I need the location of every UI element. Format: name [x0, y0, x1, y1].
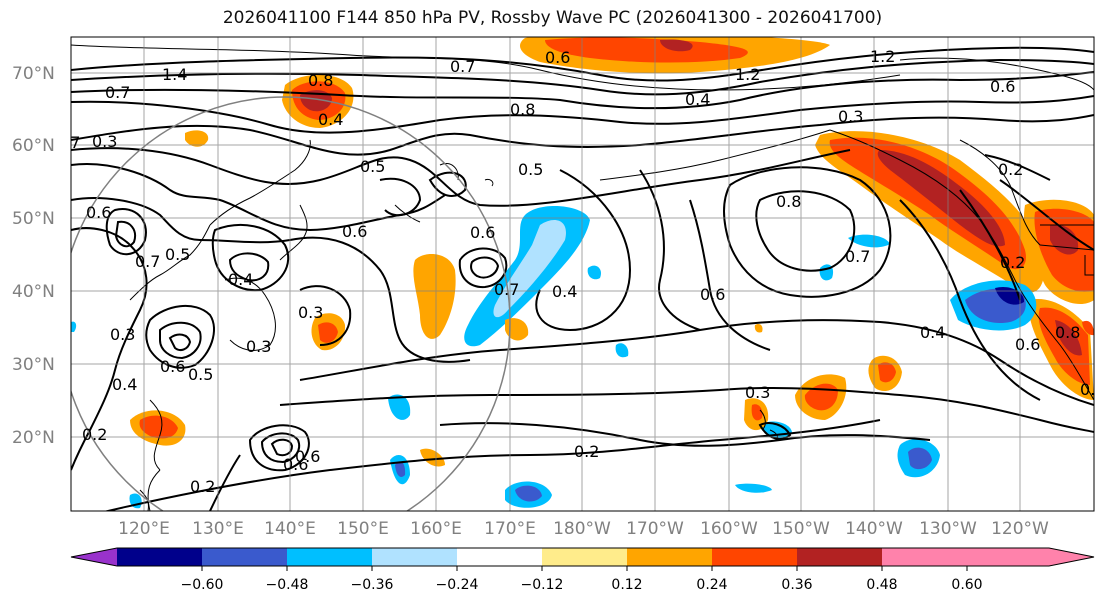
graticule: [71, 37, 1094, 511]
contour-label: 0.4: [112, 375, 137, 394]
lon-label: 130°E: [192, 519, 244, 539]
contour-label: 0.7: [450, 57, 475, 76]
contour-label: 0.7: [55, 133, 80, 152]
contour-label: 1.2: [870, 47, 895, 66]
contour-label: 0.2: [82, 425, 107, 444]
contour-label: 0.6: [990, 77, 1015, 96]
pv-contours: [71, 46, 1094, 511]
lon-label: 160°E: [410, 519, 462, 539]
lat-label: 70°N: [12, 64, 55, 84]
lat-label: 20°N: [12, 428, 55, 448]
colorbar-tick-label: −0.48: [266, 577, 309, 593]
contour-label: 0.4: [552, 282, 577, 301]
contour-label: 1.4: [162, 65, 187, 84]
colorbar-swatch: [797, 548, 882, 566]
colorbar-tick-label: −0.24: [436, 577, 479, 593]
colorbar-swatch: [117, 548, 202, 566]
contour-label: 0.8: [776, 192, 801, 211]
contour-label: 0.6: [342, 222, 367, 241]
lat-label: 30°N: [12, 355, 55, 375]
contour-label: 0.7: [494, 280, 519, 299]
lon-label: 140°E: [264, 519, 316, 539]
lon-label: 180°W: [553, 519, 611, 539]
lon-label: 120°W: [991, 519, 1049, 539]
contour-label: 0.7: [135, 252, 160, 271]
colorbar-tick-label: 0.60: [951, 577, 982, 593]
contour-label: 0.2: [574, 442, 599, 461]
contour-label: 0.3: [92, 132, 117, 151]
contour-label: 0.7: [845, 247, 870, 266]
colorbar-tick-label: 0.24: [696, 577, 727, 593]
contour-label-group: 0.6 1.2 1.2 1.4 0.7 0.7 0.8 0.6 0.3 0.4 …: [55, 47, 1105, 496]
colorbar-swatch: [712, 548, 797, 566]
colorbar-swatch: [627, 548, 712, 566]
contour-label: 0.4: [920, 323, 945, 342]
contour-label: 0.5: [360, 157, 385, 176]
contour-label: 0.4: [228, 270, 253, 289]
contour-label: 0.2: [1000, 253, 1025, 272]
contour-label: 0.3: [838, 107, 863, 126]
contour-label: 0.6: [545, 48, 570, 67]
lon-label: 170°E: [484, 519, 536, 539]
colorbar-tick-label: 0.36: [781, 577, 812, 593]
lon-label: 170°W: [626, 519, 684, 539]
lon-label: 150°W: [772, 519, 830, 539]
map-border: [70, 36, 1095, 512]
contour-label: 0.6: [1015, 335, 1040, 354]
colorbar-swatch: [882, 548, 967, 566]
lon-label: 140°W: [845, 519, 903, 539]
contour-label: 0.3: [110, 325, 135, 344]
lat-label: 50°N: [12, 209, 55, 229]
colorbar-tick-label: −0.60: [181, 577, 224, 593]
contour-label: 0.8: [308, 71, 333, 90]
lat-label: 40°N: [12, 282, 55, 302]
lon-labels: 120°E 130°E 140°E 150°E 160°E 170°E 180°…: [118, 519, 1049, 539]
colorbar-outline: [70, 547, 1095, 567]
map-title: 2026041100 F144 850 hPa PV, Rossby Wave …: [222, 8, 883, 28]
contour-label: 0.5: [165, 245, 190, 264]
contour-label: 0.6: [160, 357, 185, 376]
colorbar: −0.60 −0.48 −0.36 −0.24 −0.12 0.12 0.24 …: [70, 547, 1095, 593]
colorbar-swatch: [287, 548, 372, 566]
colorbar-tick-label: 0.48: [866, 577, 897, 593]
contour-label: 0.6: [86, 203, 111, 222]
contour-label: 0.6: [283, 455, 308, 474]
contour-label: 0.3: [298, 303, 323, 322]
lon-label: 160°W: [700, 519, 758, 539]
contour-label: 0.6: [470, 223, 495, 242]
colorbar-swatch: [71, 548, 117, 566]
colorbar-swatch: [372, 548, 457, 566]
colorbar-tick-label: −0.12: [521, 577, 564, 593]
contour-label: 0.6: [700, 285, 725, 304]
lat-label: 60°N: [12, 136, 55, 156]
colorbar-swatch: [967, 548, 1094, 566]
contour-label: 0.7: [105, 83, 130, 102]
contour-label: 0.3: [246, 337, 271, 356]
coastlines: [71, 44, 1094, 511]
contour-label: 0.6: [295, 447, 320, 466]
lon-label: 120°E: [118, 519, 170, 539]
colorbar-tick-label: −0.36: [351, 577, 394, 593]
reference-circle: [71, 96, 511, 511]
colorbar-swatch: [202, 548, 287, 566]
contour-label: 0.8: [510, 100, 535, 119]
contour-label: 0.5: [518, 160, 543, 179]
lon-label: 150°E: [337, 519, 389, 539]
contour-label: 0.2: [998, 160, 1023, 179]
contour-label: 1.2: [735, 65, 760, 84]
anomaly-shading: [71, 37, 1094, 509]
contour-label: 0.8: [1055, 323, 1080, 342]
lat-labels: 70°N 60°N 50°N 40°N 30°N 20°N: [12, 64, 55, 448]
contour-label: 0.5: [188, 365, 213, 384]
contour-label: 0.8: [1080, 380, 1105, 399]
contour-label: 0.4: [318, 110, 343, 129]
contour-label: 0.2: [190, 477, 215, 496]
colorbar-swatch: [457, 548, 542, 566]
contour-label: 0.3: [745, 383, 770, 402]
contour-label: 0.4: [685, 90, 710, 109]
colorbar-tick-label: 0.12: [611, 577, 642, 593]
colorbar-swatch: [542, 548, 627, 566]
lon-label: 130°W: [919, 519, 977, 539]
